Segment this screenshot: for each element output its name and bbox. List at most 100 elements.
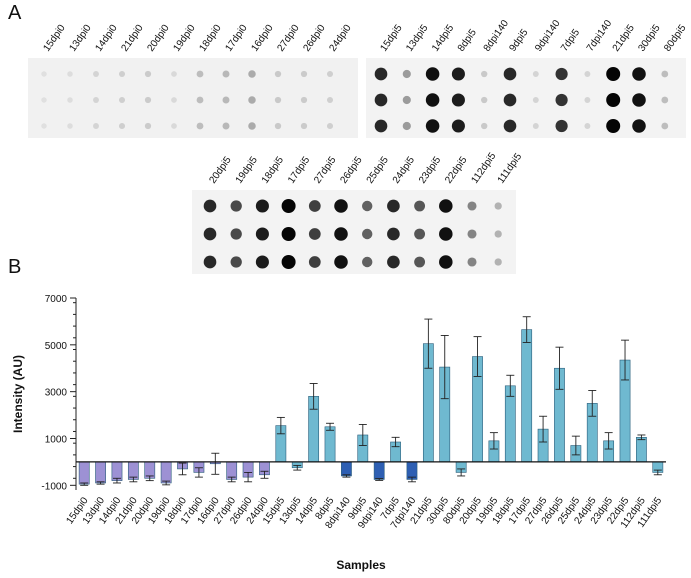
dot-blot-panel: 15dpi0 13dpi0 14dpi0 21dpi0 20dpi0 19dpi0 18dp…: [28, 18, 689, 274]
blot-dot: [503, 93, 517, 107]
blot-lane-label: 25dpi5: [365, 154, 391, 185]
blot-lane-label: 21dpi0: [119, 22, 145, 53]
blot-lane-label: 27dpi5: [312, 154, 338, 185]
blot-dot: [93, 71, 99, 77]
membrane-background: [28, 58, 358, 138]
blot-dot: [118, 122, 126, 130]
blot-dot: [467, 257, 477, 267]
blot-dot: [222, 96, 230, 104]
blot-lane-label: 30dpi5: [636, 22, 662, 53]
blot-dot: [308, 200, 321, 212]
blot-dot: [606, 93, 621, 107]
blot-dot: [203, 255, 217, 269]
blot-dot: [494, 258, 502, 266]
blot-dot: [555, 119, 568, 133]
blot-dot: [67, 123, 73, 129]
blot-dot: [281, 227, 296, 241]
blot-lane-label: 27dpi0: [275, 22, 301, 53]
blot-membrane-1: 15dpi0 13dpi0 14dpi0 21dpi0 20dpi0 19dpi0 18dp…: [28, 22, 358, 138]
y-axis-title: Intensity (AU): [11, 355, 25, 433]
x-axis-title: Samples: [336, 558, 386, 572]
blot-dot: [414, 228, 426, 240]
blot-dot: [632, 119, 646, 133]
blot-dot: [196, 70, 204, 78]
blot-dot: [661, 96, 669, 104]
y-tick-label: 3000: [45, 388, 68, 399]
blot-lane-label: 80dpi5: [662, 22, 688, 53]
blot-dot: [387, 227, 400, 241]
blot-lane-label: 9dpi140: [533, 18, 563, 54]
blot-lane-label: 7dpi5: [559, 27, 582, 54]
blot-dot: [67, 97, 73, 103]
blot-dot: [661, 70, 669, 78]
blot-dot: [255, 255, 269, 269]
blot-lane-label: 16dpi0: [249, 22, 275, 53]
blot-dot: [196, 96, 204, 104]
blot-dot: [222, 70, 230, 78]
blot-dot: [41, 123, 47, 129]
blot-dot: [402, 121, 411, 131]
blot-lane-label: 17dpi5: [286, 154, 312, 185]
blot-lane-label: 8dpi140: [482, 18, 512, 54]
blot-lane-label: 19dpi0: [171, 22, 197, 53]
blot-dot: [387, 199, 400, 213]
blot-dot: [255, 227, 269, 241]
blot-dot: [300, 96, 308, 104]
blot-dot: [362, 256, 373, 268]
blot-dot: [425, 119, 440, 133]
y-tick-label: 7000: [45, 294, 68, 305]
blot-dot: [494, 202, 502, 210]
blot-dot: [274, 122, 282, 130]
blot-dot: [118, 96, 126, 104]
blot-dot: [414, 256, 426, 268]
blot-dot: [41, 97, 47, 103]
blot-dot: [606, 119, 621, 133]
blot-dot: [118, 70, 126, 78]
blot-dot: [362, 228, 373, 240]
blot-lane-label: 19dpi5: [234, 154, 260, 185]
y-tick-label: 1000: [45, 434, 68, 445]
blot-dot: [334, 227, 348, 241]
bar-18dpi5: [504, 385, 516, 463]
blot-dot: [248, 96, 256, 104]
blot-lane-label: 14dpi0: [93, 22, 119, 53]
blot-dot: [661, 122, 669, 130]
blot-lane-label: 17dpi0: [223, 22, 249, 53]
blot-dot: [93, 97, 99, 103]
blot-dot: [281, 255, 296, 269]
bar-17dpi5: [521, 329, 533, 463]
blot-dot: [255, 199, 269, 213]
y-tick-label: 5000: [45, 341, 68, 352]
bar-19dpi0: [160, 461, 172, 484]
blot-dot: [230, 228, 242, 240]
blot-dot: [274, 70, 282, 78]
blot-dot: [481, 70, 488, 78]
blot-dot: [196, 122, 204, 130]
blot-dot: [374, 93, 388, 107]
y-tick-label: -1000: [41, 481, 67, 492]
bar-112dpi5: [636, 437, 647, 463]
blot-lane-label: 7dpi140: [585, 18, 615, 54]
blot-dot: [230, 256, 242, 268]
membrane-background: [192, 190, 516, 274]
blot-dot: [606, 67, 621, 81]
blot-dot: [171, 71, 177, 77]
blot-dot: [374, 119, 388, 133]
blot-dot: [326, 122, 334, 130]
blot-dot: [281, 199, 296, 213]
bar-9dpi140: [373, 461, 385, 480]
blot-lane-label: 112dpi5: [469, 151, 498, 186]
blot-lane-label: 8dpi5: [456, 27, 479, 54]
blot-membrane-3: 20dpi5 19dpi5 18dpi5 17dpi5 27dpi5 26dpi5 25dp…: [192, 151, 524, 274]
blot-dot: [481, 96, 488, 104]
blot-dot: [481, 122, 488, 130]
blot-dot: [555, 67, 568, 81]
blot-lane-label: 21dpi5: [611, 22, 637, 53]
blot-dot: [308, 228, 321, 240]
blot-dot: [308, 256, 321, 268]
blot-dot: [93, 123, 99, 129]
blot-lane-label: 111dpi5: [496, 151, 525, 186]
blot-dot: [584, 97, 591, 103]
